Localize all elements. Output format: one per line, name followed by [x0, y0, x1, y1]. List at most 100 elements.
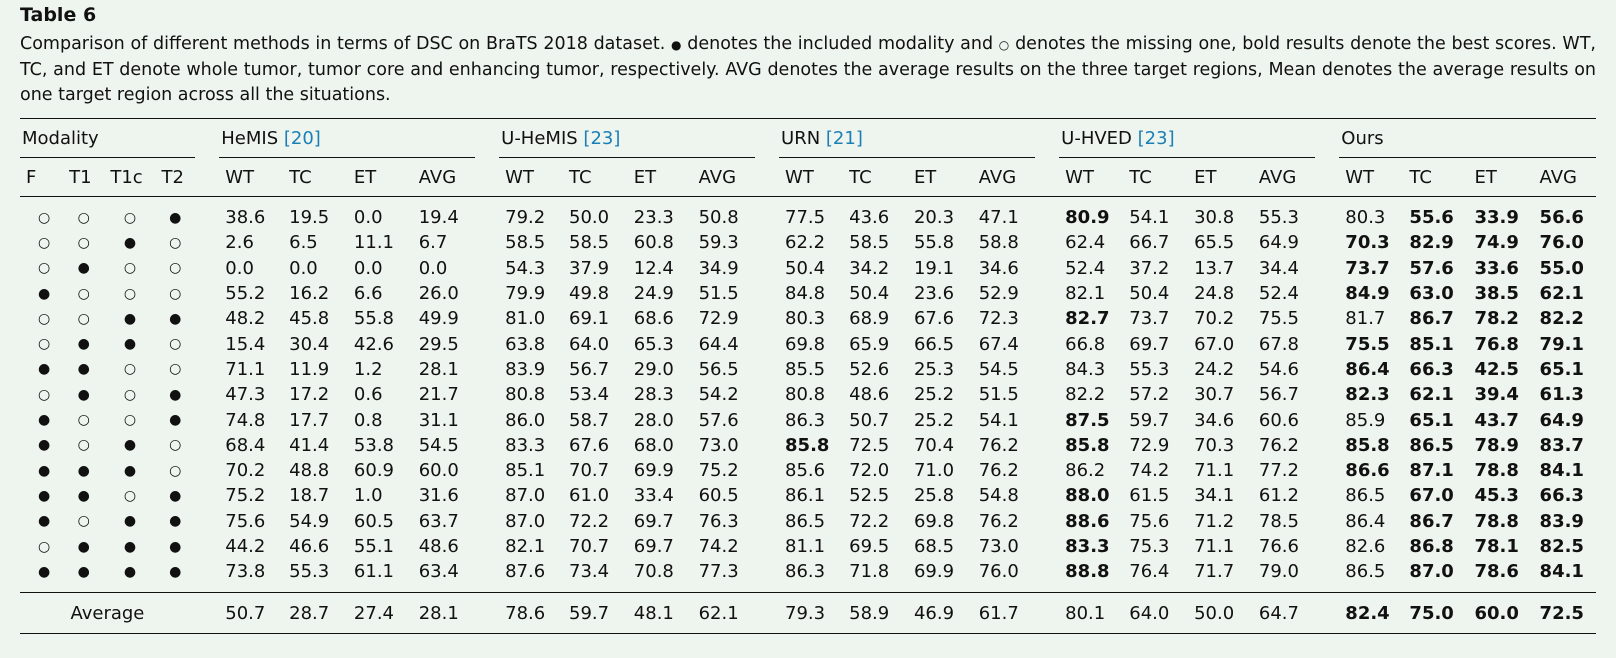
dsc-value: 81.1: [785, 536, 826, 557]
dsc-value: 68.5: [913, 536, 955, 557]
missing-dot: ○: [38, 336, 51, 353]
included-dot: ●: [77, 487, 90, 504]
dsc-value: 48.8: [289, 460, 330, 482]
dsc-value: 88.0: [1065, 485, 1110, 507]
citation-link[interactable]: [20]: [283, 127, 321, 149]
dsc-value: 70.2: [225, 460, 266, 482]
metric-col-tc: TC: [1123, 157, 1189, 197]
dsc-value: 56.6: [1539, 207, 1584, 229]
dsc-value: 61.2: [1258, 485, 1299, 507]
included-dot: ●: [38, 563, 51, 580]
missing-dot: ○: [38, 234, 51, 251]
dsc-value: 41.4: [289, 434, 330, 456]
dsc-value: 23.3: [633, 207, 674, 229]
dsc-value: 60.5: [698, 485, 739, 507]
dsc-value: 12.4: [633, 257, 674, 279]
dsc-value: 69.7: [633, 510, 674, 532]
missing-dot: ○: [123, 260, 137, 277]
dsc-value: 23.6: [913, 283, 955, 305]
dsc-value: 60.0: [418, 460, 459, 482]
method-name: URN: [781, 127, 821, 149]
dsc-value: 60.5: [353, 510, 394, 532]
dsc-value: 75.5: [1258, 308, 1299, 330]
dsc-value: 42.5: [1474, 358, 1519, 380]
method-header-hemis: HeMIS [20]: [219, 119, 475, 158]
dsc-value: 69.8: [785, 333, 826, 355]
average-value: 27.4: [347, 592, 413, 635]
dsc-value: 69.8: [913, 510, 955, 532]
dsc-value: 83.9: [505, 358, 546, 380]
method-header-u-hemis: U-HeMIS [23]: [499, 119, 755, 158]
dsc-value: 54.5: [418, 434, 459, 456]
average-value: 64.7: [1252, 592, 1315, 635]
modality-col-t1: T1: [63, 157, 105, 197]
method-header-u-hved: U-HVED [23]: [1059, 119, 1315, 158]
dsc-value: 68.9: [849, 308, 890, 330]
metric-col-tc: TC: [843, 157, 908, 197]
table-row: ○ ● ○ ○ 0.0 0.0 0.0 0.0 54.3 37.9 12.4 34.9 50.4 34.2…: [20, 256, 1596, 281]
metric-col-wt: WT: [499, 157, 563, 197]
dsc-value: 43.7: [1474, 409, 1519, 431]
dsc-value: 81.0: [505, 308, 546, 330]
dsc-value: 73.7: [1345, 257, 1390, 279]
dsc-value: 38.5: [1474, 283, 1519, 305]
dsc-value: 0.0: [353, 207, 383, 229]
dsc-value: 24.8: [1194, 283, 1235, 305]
missing-dot: ○: [77, 437, 90, 454]
dsc-value: 55.3: [1258, 207, 1299, 229]
dsc-value: 65.1: [1539, 358, 1584, 380]
dsc-value: 25.8: [913, 485, 955, 507]
dsc-value: 85.8: [1065, 434, 1110, 456]
included-dot: ●: [123, 513, 137, 530]
dsc-value: 67.4: [978, 333, 1019, 355]
dsc-value: 86.5: [785, 510, 826, 532]
dsc-value: 66.3: [1539, 485, 1584, 507]
dsc-value: 75.2: [225, 485, 266, 507]
group-header-row: Modality HeMIS [20] U-HeMIS [23] URN [21] U-…: [20, 119, 1596, 158]
dsc-value: 25.2: [913, 384, 955, 406]
dsc-value: 58.7: [569, 409, 610, 431]
dsc-value: 69.1: [569, 308, 610, 330]
dsc-value: 72.0: [849, 460, 890, 482]
dsc-value: 83.9: [1539, 510, 1584, 532]
citation-link[interactable]: [21]: [825, 127, 863, 149]
table-row: ○ ○ ○ ● 38.6 19.5 0.0 19.4 79.2 50.0 23.3 50.8 77.5 4…: [20, 197, 1596, 231]
dsc-value: 86.4: [1345, 358, 1390, 380]
dsc-value: 70.4: [913, 434, 955, 456]
dsc-value: 61.0: [569, 485, 610, 507]
missing-dot: ○: [77, 209, 90, 226]
dsc-value: 82.7: [1065, 308, 1110, 330]
dsc-value: 60.9: [353, 460, 394, 482]
dsc-value: 66.8: [1065, 333, 1106, 355]
table-row: ● ● ○ ○ 71.1 11.9 1.2 28.1 83.9 56.7 29.0 56.5 85.5 5…: [20, 357, 1596, 382]
missing-dot: ○: [123, 386, 137, 403]
dsc-value: 75.5: [1345, 333, 1390, 355]
dsc-value: 11.1: [353, 232, 394, 254]
dsc-value: 63.8: [505, 333, 546, 355]
dsc-value: 82.5: [1539, 536, 1584, 557]
included-dot: ●: [77, 336, 90, 353]
dsc-value: 50.0: [569, 207, 610, 229]
citation-link[interactable]: [23]: [1137, 127, 1175, 149]
dsc-value: 62.1: [1539, 283, 1584, 305]
included-dot: ●: [77, 260, 90, 277]
dsc-value: 88.8: [1065, 561, 1110, 583]
dsc-value: 44.2: [225, 536, 266, 557]
dsc-value: 60.8: [633, 232, 674, 254]
included-dot: ●: [38, 285, 51, 302]
dsc-value: 84.1: [1539, 460, 1584, 482]
dsc-value: 28.3: [633, 384, 674, 406]
column-header-row: F T1 T1c T2 WT TC ET AVG WT TC ET AVG WT TC ET AVG WT TC E…: [20, 157, 1596, 197]
dsc-value: 76.3: [698, 510, 739, 532]
missing-dot: ○: [38, 310, 51, 327]
dsc-value: 64.4: [698, 333, 739, 355]
dsc-value: 86.5: [1345, 485, 1386, 507]
dsc-value: 72.2: [849, 510, 890, 532]
dsc-value: 30.7: [1194, 384, 1235, 406]
method-name: Ours: [1341, 127, 1384, 149]
dsc-value: 29.0: [633, 358, 674, 380]
dsc-value: 0.0: [225, 257, 254, 279]
citation-link[interactable]: [23]: [583, 127, 621, 149]
included-dot: ●: [77, 538, 90, 555]
method-header-ours: Ours: [1339, 119, 1596, 158]
